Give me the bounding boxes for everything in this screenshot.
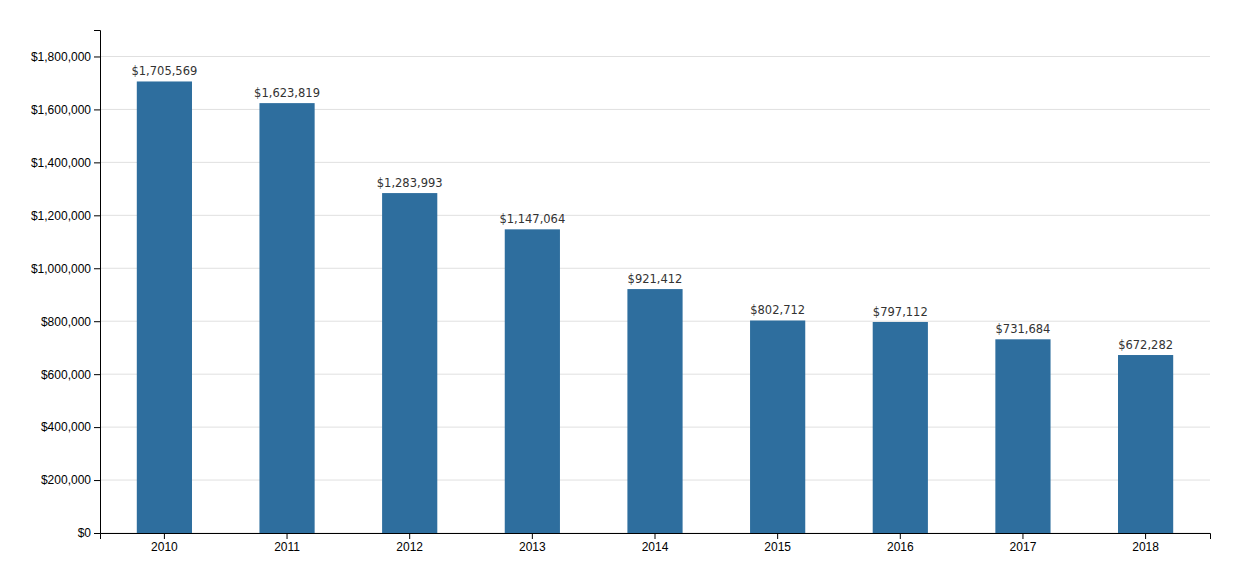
bar [1118, 355, 1173, 533]
bar [873, 322, 928, 533]
y-tick: $1,000,000 [31, 262, 100, 276]
x-tick-mark [1022, 533, 1023, 539]
x-axis-line [101, 534, 1211, 540]
y-tick-mark [94, 109, 100, 110]
x-tick-label: 2013 [519, 540, 546, 554]
x-tick-mark [164, 533, 165, 539]
x-tick-mark [655, 533, 656, 539]
y-tick-mark [94, 56, 100, 57]
y-tick-label: $200,000 [41, 473, 91, 487]
x-tick-label: 2015 [764, 540, 791, 554]
x-tick: 2018 [1132, 533, 1159, 554]
y-tick: $800,000 [41, 315, 100, 329]
plot-area: $0 $200,000 $400,000 $600,000 $800,000 $1,000… [31, 31, 1211, 554]
bar [382, 193, 437, 533]
bar [259, 103, 314, 533]
data-labels: $1,705,569 $1,623,819 $1,283,993 $1,147,064… [131, 64, 1173, 352]
y-tick-label: $600,000 [41, 367, 91, 381]
y-tick-label: $1,800,000 [31, 50, 91, 64]
data-label: $731,684 [996, 322, 1051, 336]
x-tick-label: 2017 [1010, 540, 1037, 554]
y-tick-mark [94, 268, 100, 269]
x-tick: 2013 [519, 533, 546, 554]
y-tick-mark [94, 427, 100, 428]
bar [995, 339, 1050, 533]
x-tick-mark [532, 533, 533, 539]
x-tick: 2016 [887, 533, 914, 554]
bar [137, 81, 192, 533]
y-tick-mark [94, 374, 100, 375]
x-tick-mark [1145, 533, 1146, 539]
y-tick: $600,000 [41, 367, 100, 381]
y-tick-mark [94, 480, 100, 481]
y-tick-label: $800,000 [41, 315, 91, 329]
y-tick-mark [94, 215, 100, 216]
grid-line [100, 56, 1210, 57]
x-tick-label: 2010 [151, 540, 178, 554]
bar [627, 289, 682, 533]
data-label: $797,112 [873, 305, 928, 319]
y-tick: $1,200,000 [31, 209, 100, 223]
y-tick: $200,000 [41, 473, 100, 487]
x-tick-label: 2014 [642, 540, 669, 554]
data-label: $1,623,819 [254, 86, 320, 100]
x-tick: 2015 [764, 533, 791, 554]
y-tick: $0 [78, 526, 100, 540]
x-tick-mark [777, 533, 778, 539]
y-tick-label: $1,400,000 [31, 156, 91, 170]
y-tick-label: $400,000 [41, 420, 91, 434]
x-tick: 2011 [274, 533, 300, 554]
x-tick: 2017 [1010, 533, 1037, 554]
grid [100, 56, 1210, 533]
data-label: $1,705,569 [131, 64, 197, 78]
y-axis: $0 $200,000 $400,000 $600,000 $800,000 $1,000… [31, 31, 101, 541]
data-label: $1,283,993 [377, 176, 443, 190]
y-tick-mark [94, 162, 100, 163]
x-tick: 2014 [642, 533, 669, 554]
data-label: $672,282 [1118, 338, 1173, 352]
x-tick-mark [409, 533, 410, 539]
y-tick-label: $0 [78, 526, 92, 540]
x-tick-mark [900, 533, 901, 539]
data-label: $802,712 [750, 303, 805, 317]
x-tick-mark [287, 533, 288, 539]
x-tick: 2010 [151, 533, 178, 554]
y-tick: $1,600,000 [31, 103, 100, 117]
y-tick: $1,400,000 [31, 156, 100, 170]
bars [137, 81, 1173, 533]
x-axis: 2010 2011 2012 2013 2014 2015 2016 2017 2018 [101, 533, 1211, 554]
x-tick-label: 2016 [887, 540, 914, 554]
x-tick-label: 2011 [274, 540, 300, 554]
y-tick: $400,000 [41, 420, 100, 434]
data-label: $921,412 [628, 272, 683, 286]
bar [505, 229, 560, 533]
y-tick-label: $1,000,000 [31, 262, 91, 276]
y-tick-label: $1,200,000 [31, 209, 91, 223]
data-label: $1,147,064 [499, 212, 565, 226]
x-tick-label: 2018 [1132, 540, 1159, 554]
x-tick-label: 2012 [396, 540, 423, 554]
y-tick-mark [94, 321, 100, 322]
bar [750, 320, 805, 533]
y-tick: $1,800,000 [31, 50, 100, 64]
chart: $0 $200,000 $400,000 $600,000 $800,000 $1,000… [0, 0, 1240, 578]
x-tick: 2012 [396, 533, 423, 554]
y-axis-line [94, 31, 101, 534]
y-tick-mark [94, 533, 100, 534]
y-tick-label: $1,600,000 [31, 103, 91, 117]
